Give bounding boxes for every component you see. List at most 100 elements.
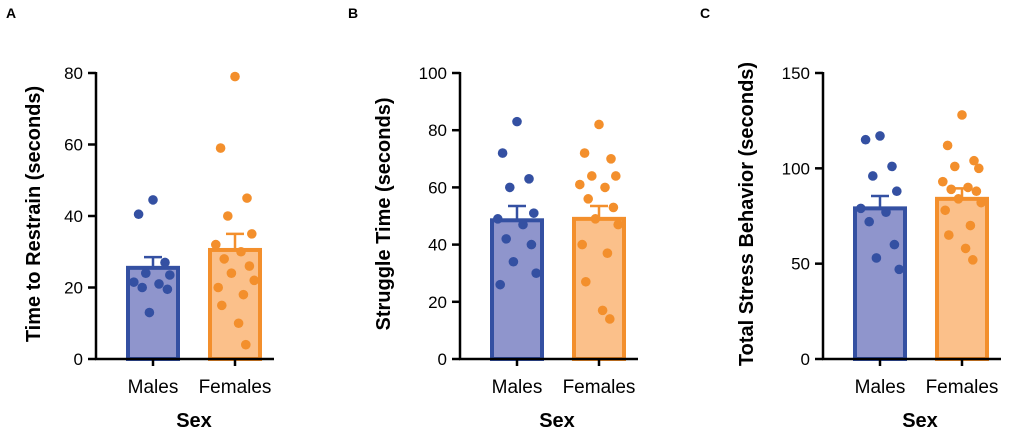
data-point-males-panel-a (137, 282, 147, 293)
y-tick-label-panel-b: 40 (428, 236, 447, 255)
data-point-females-panel-c (957, 110, 967, 120)
x-axis-title-panel-c: Sex (902, 410, 938, 432)
data-point-females-panel-c (960, 243, 971, 254)
panel-letter-a: A (6, 5, 16, 21)
data-point-males-panel-b (501, 234, 512, 244)
y-tick-label-panel-a: 80 (64, 64, 83, 83)
data-point-males-panel-c (856, 203, 866, 214)
y-tick-label-panel-c: 150 (782, 64, 810, 83)
data-point-males-panel-b (493, 214, 503, 224)
data-point-females-panel-a (244, 261, 255, 271)
x-axis-title-panel-b: Sex (539, 410, 575, 432)
x-tick-label-males-panel-b: Males (492, 377, 543, 398)
data-point-males-panel-b (526, 239, 537, 250)
y-tick-label-panel-a: 40 (64, 207, 83, 226)
y-tick-label-panel-b: 100 (419, 64, 447, 83)
data-point-males-panel-a (162, 284, 173, 295)
data-point-males-panel-b (529, 208, 539, 218)
y-tick-label-panel-b: 0 (438, 350, 447, 369)
data-point-females-panel-c (969, 155, 979, 166)
data-point-males-panel-c (868, 171, 878, 181)
y-axis-title-panel-c: Total Stress Behavior (seconds) (736, 62, 758, 366)
data-point-males-panel-b (518, 219, 528, 230)
data-point-males-panel-c (860, 134, 871, 145)
data-point-females-panel-b (611, 171, 621, 181)
data-point-females-panel-b (613, 219, 623, 230)
y-tick-label-panel-b: 60 (428, 178, 447, 197)
y-tick-label-panel-c: 0 (801, 350, 810, 369)
data-point-females-panel-a (247, 229, 257, 239)
x-tick-label-females-panel-c: Females (926, 377, 999, 398)
data-point-females-panel-b (608, 202, 619, 213)
data-point-females-panel-a (233, 318, 244, 329)
data-point-males-panel-a (148, 195, 158, 205)
panel-letter-b: B (348, 5, 358, 21)
data-point-males-panel-c (889, 239, 900, 250)
bar-males-panel-c (853, 206, 907, 361)
data-point-females-panel-a (223, 211, 233, 221)
data-point-females-panel-b (594, 119, 604, 130)
panel-letter-c: C (700, 5, 710, 21)
data-point-females-panel-a (211, 239, 221, 250)
x-tick-label-females-panel-b: Females (563, 377, 636, 398)
data-point-males-panel-c (881, 207, 891, 217)
data-point-females-panel-b (600, 182, 610, 193)
data-point-females-panel-a (226, 268, 237, 279)
data-point-females-panel-a (242, 193, 252, 203)
data-point-males-panel-a (133, 209, 144, 220)
data-point-males-panel-b (512, 116, 522, 127)
data-point-females-panel-c (963, 182, 973, 193)
data-point-females-panel-c (946, 184, 956, 195)
data-point-females-panel-c (942, 140, 953, 151)
data-point-females-panel-a (215, 143, 226, 153)
data-point-females-panel-c (968, 255, 978, 265)
x-tick-label-males-panel-a: Males (128, 377, 179, 398)
y-axis-title-panel-b: Struggle Time (seconds) (373, 97, 395, 330)
data-point-males-panel-a (160, 257, 170, 268)
x-axis-title-panel-a: Sex (176, 410, 212, 432)
data-point-females-panel-b (606, 154, 616, 164)
y-tick-label-panel-a: 60 (64, 136, 83, 155)
x-tick-label-males-panel-c: Males (855, 377, 906, 398)
data-point-females-panel-c (940, 205, 950, 216)
data-point-males-panel-c (894, 264, 904, 275)
data-point-females-panel-a (213, 282, 223, 293)
data-point-males-panel-c (871, 253, 882, 263)
data-point-females-panel-a (249, 275, 259, 286)
data-point-females-panel-c (944, 230, 954, 240)
y-tick-label-panel-a: 0 (74, 350, 83, 369)
data-point-females-panel-b (602, 248, 613, 258)
data-point-males-panel-a (154, 279, 164, 289)
data-point-males-panel-a (165, 270, 175, 280)
y-tick-label-panel-c: 100 (782, 159, 810, 178)
bar-females-panel-c (935, 196, 989, 361)
data-point-males-panel-b (495, 279, 506, 290)
data-point-females-panel-a (219, 254, 229, 264)
data-point-males-panel-a (141, 268, 151, 279)
data-point-males-panel-b (505, 182, 515, 193)
x-tick-label-females-panel-a: Females (199, 377, 272, 398)
data-point-females-panel-c (974, 163, 984, 174)
data-point-females-panel-c (971, 186, 982, 197)
data-point-females-panel-c (965, 220, 976, 231)
y-tick-label-panel-a: 20 (64, 279, 83, 298)
data-point-females-panel-a (236, 246, 246, 257)
y-tick-label-panel-b: 80 (428, 121, 447, 140)
data-point-males-panel-b (524, 174, 534, 184)
data-point-males-panel-b (508, 256, 519, 267)
data-point-females-panel-c (950, 161, 960, 172)
data-point-females-panel-a (241, 339, 251, 350)
data-point-males-panel-a (144, 307, 155, 318)
data-point-females-panel-c (953, 194, 964, 204)
data-point-females-panel-b (583, 194, 593, 204)
data-point-females-panel-b (577, 239, 587, 250)
y-axis-title-panel-a: Time to Restrain (seconds) (23, 86, 45, 342)
data-point-females-panel-b (579, 148, 590, 158)
data-point-females-panel-b (590, 214, 601, 224)
data-point-females-panel-c (976, 197, 986, 208)
data-point-males-panel-b (531, 268, 541, 279)
data-point-males-panel-c (875, 131, 885, 141)
data-point-females-panel-b (605, 314, 615, 324)
